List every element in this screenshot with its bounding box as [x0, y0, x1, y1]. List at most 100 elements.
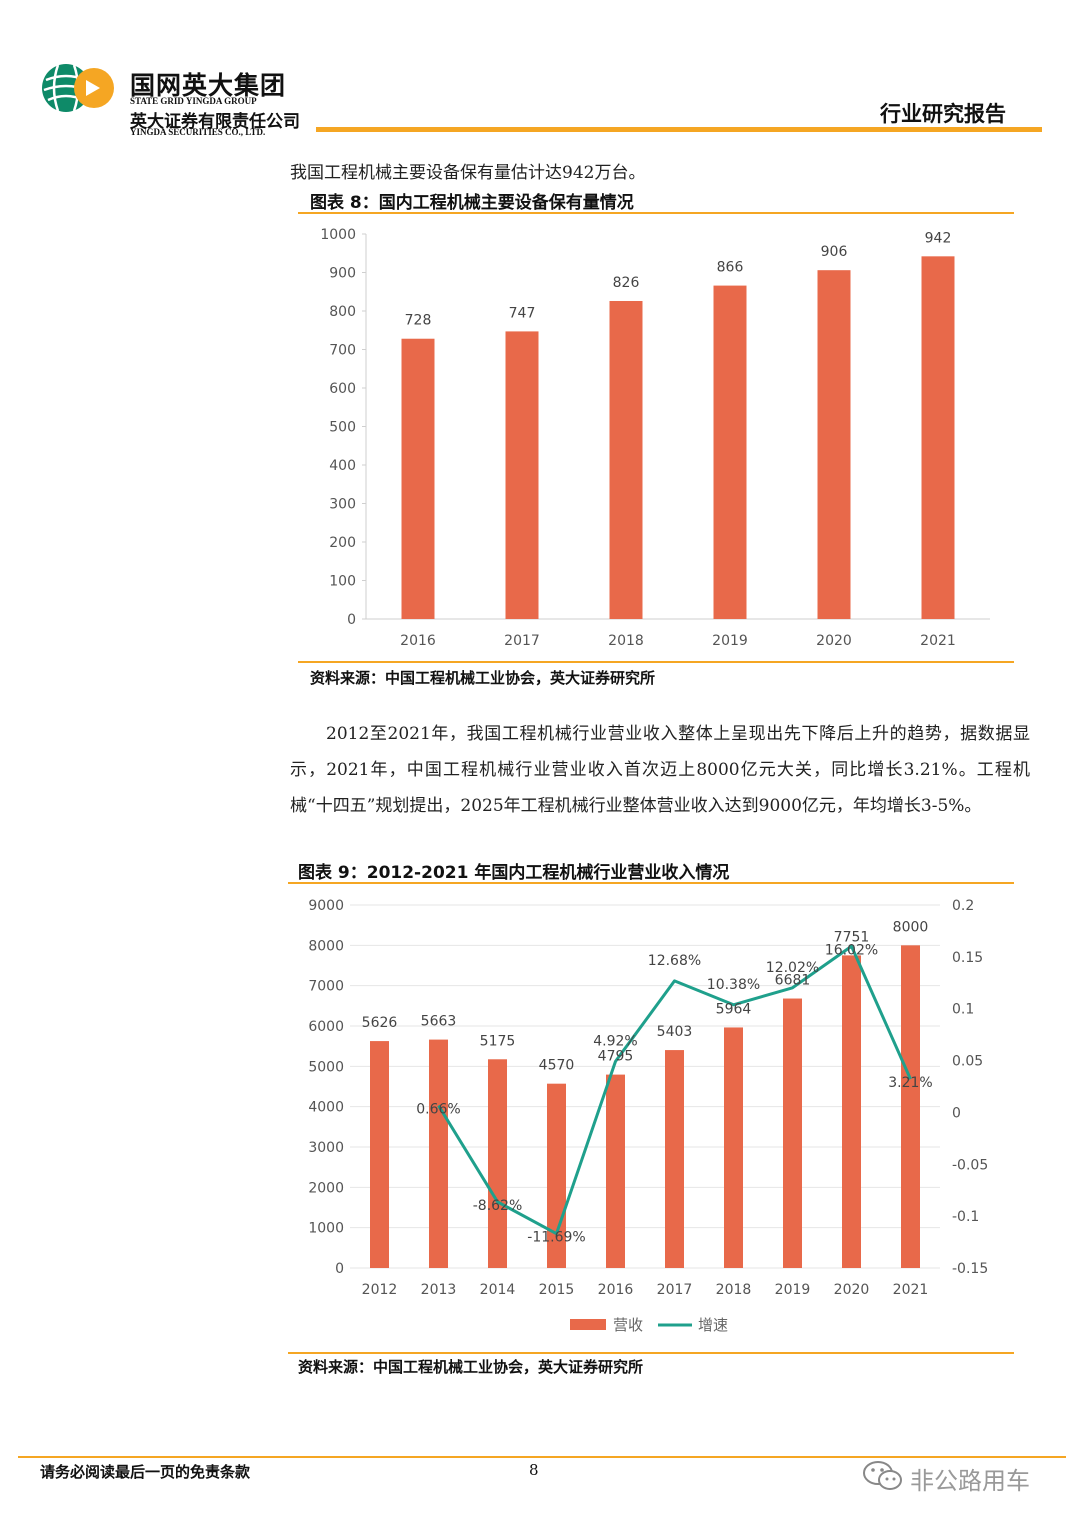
bar — [783, 998, 802, 1268]
y-tick-label: 8000 — [308, 938, 344, 954]
y-tick-label: 5000 — [308, 1059, 344, 1075]
y-tick-label: 1000 — [320, 227, 356, 243]
intro-line: 我国工程机械主要设备保有量估计达942万台。 — [290, 163, 646, 183]
growth-value-label: 12.02% — [766, 960, 819, 976]
company-name-en: YINGDA SECURITIES CO., LTD. — [130, 127, 266, 137]
y-tick-label: 200 — [329, 535, 356, 551]
y-tick-label: 0 — [347, 612, 356, 628]
y-tick-label: 900 — [329, 266, 356, 282]
y-tick-label: 0 — [335, 1261, 344, 1277]
footer-divider — [18, 1456, 1066, 1458]
bar — [713, 285, 747, 619]
company-name: 英大证券有限责任公司 — [130, 112, 300, 132]
y2-tick-label: 0 — [952, 1105, 961, 1121]
bar — [505, 331, 539, 619]
bar — [606, 1074, 625, 1268]
y-tick-label: 100 — [329, 574, 356, 590]
x-tick-label: 2013 — [421, 1282, 457, 1298]
bar — [609, 300, 643, 619]
y2-tick-label: -0.15 — [952, 1261, 988, 1277]
bar — [665, 1050, 684, 1268]
bar-value-label: 4795 — [598, 1049, 634, 1065]
group-name-en: STATE GRID YINGDA GROUP — [130, 96, 257, 106]
bar — [429, 1039, 448, 1268]
bar — [724, 1027, 743, 1268]
bar-value-label: 5175 — [480, 1033, 516, 1049]
figure8-chart: 0 100 200 300 400 500 600 700 800 900 1000 728 2016 7… — [320, 227, 990, 649]
x-tick-label: 2018 — [608, 633, 644, 649]
y-tick-label: 3000 — [308, 1140, 344, 1156]
x-tick-label: 2018 — [716, 1282, 752, 1298]
x-tick-label: 2016 — [598, 1282, 634, 1298]
figure8-bottom-rule — [298, 661, 1014, 663]
bar-value-label: 942 — [925, 230, 952, 246]
x-tick-label: 2019 — [712, 633, 748, 649]
figure9-caption: 图表 9：2012-2021 年国内工程机械行业营业收入情况 — [298, 863, 730, 883]
page-number: 8 — [529, 1461, 539, 1479]
footer-disclaimer: 请务必阅读最后一页的免责条款 — [40, 1463, 251, 1481]
y2-tick-label: 0.05 — [952, 1054, 983, 1070]
x-tick-label: 2015 — [539, 1282, 575, 1298]
x-tick-label: 2020 — [834, 1282, 870, 1298]
bar-value-label: 906 — [821, 244, 848, 260]
x-tick-label: 2014 — [480, 1282, 516, 1298]
y-tick-label: 4000 — [308, 1100, 344, 1116]
x-tick-label: 2021 — [893, 1282, 929, 1298]
y-tick-label: 9000 — [308, 898, 344, 914]
growth-line — [437, 944, 912, 1236]
legend-growth-label: 增速 — [698, 1316, 728, 1334]
y-tick-label: 6000 — [308, 1019, 344, 1035]
y-tick-label: 2000 — [308, 1180, 344, 1196]
figure9-top-rule — [288, 882, 1014, 884]
bar-value-label: 7751 — [834, 929, 870, 945]
y2-tick-label: -0.1 — [952, 1209, 979, 1225]
header-divider — [316, 127, 1042, 132]
growth-value-label: -8.62% — [473, 1198, 523, 1214]
bar-value-label: 5403 — [657, 1024, 693, 1040]
bar — [921, 256, 955, 619]
bar — [401, 338, 435, 619]
y-tick-label: 500 — [329, 420, 356, 436]
bar — [488, 1059, 507, 1268]
figure9-chart: 0 1000 2000 3000 4000 5000 6000 7000 8000 9000 -0.… — [308, 898, 988, 1334]
y2-tick-label: 0.15 — [952, 950, 983, 966]
x-tick-label: 2016 — [400, 633, 436, 649]
bar-value-label: 747 — [509, 305, 536, 321]
bar-value-label: 5663 — [421, 1014, 457, 1030]
growth-value-label: 0.66% — [416, 1102, 460, 1118]
bar — [370, 1041, 389, 1268]
growth-value-label: -11.69% — [527, 1230, 585, 1246]
legend-revenue-label: 营收 — [613, 1316, 643, 1334]
y-tick-label: 800 — [329, 304, 356, 320]
bar-value-label: 5964 — [716, 1001, 752, 1017]
group-name: 国网英大集团 — [130, 71, 287, 100]
y-tick-label: 400 — [329, 458, 356, 474]
bar — [817, 270, 851, 619]
bar-value-label: 5626 — [362, 1015, 398, 1031]
y-tick-label: 700 — [329, 343, 356, 359]
growth-value-label: 12.68% — [648, 953, 701, 969]
figure8-top-rule — [298, 212, 1014, 214]
x-tick-label: 2017 — [657, 1282, 693, 1298]
figure9-bottom-rule — [288, 1352, 1014, 1354]
y-tick-label: 600 — [329, 381, 356, 397]
x-tick-label: 2019 — [775, 1282, 811, 1298]
growth-value-label: 16.02% — [825, 942, 878, 958]
x-tick-label: 2020 — [816, 633, 852, 649]
x-tick-label: 2021 — [920, 633, 956, 649]
bar — [842, 955, 861, 1268]
watermark: 非公路用车 — [910, 1467, 1030, 1495]
y-tick-label: 1000 — [308, 1221, 344, 1237]
y2-tick-label: 0.1 — [952, 1002, 974, 1018]
bar — [901, 945, 920, 1268]
report-type: 行业研究报告 — [880, 102, 1006, 126]
y2-tick-label: 0.2 — [952, 898, 974, 914]
body-paragraph: 2012至2021年，我国工程机械行业营业收入整体上呈现出先下降后上升的趋势，据… — [290, 724, 1030, 816]
y-tick-label: 300 — [329, 497, 356, 513]
growth-value-label: 10.38% — [707, 977, 760, 993]
company-logo-icon — [42, 64, 114, 112]
y-tick-label: 7000 — [308, 979, 344, 995]
bar-value-label: 866 — [717, 260, 744, 276]
x-tick-label: 2017 — [504, 633, 540, 649]
y2-tick-label: -0.05 — [952, 1157, 988, 1173]
